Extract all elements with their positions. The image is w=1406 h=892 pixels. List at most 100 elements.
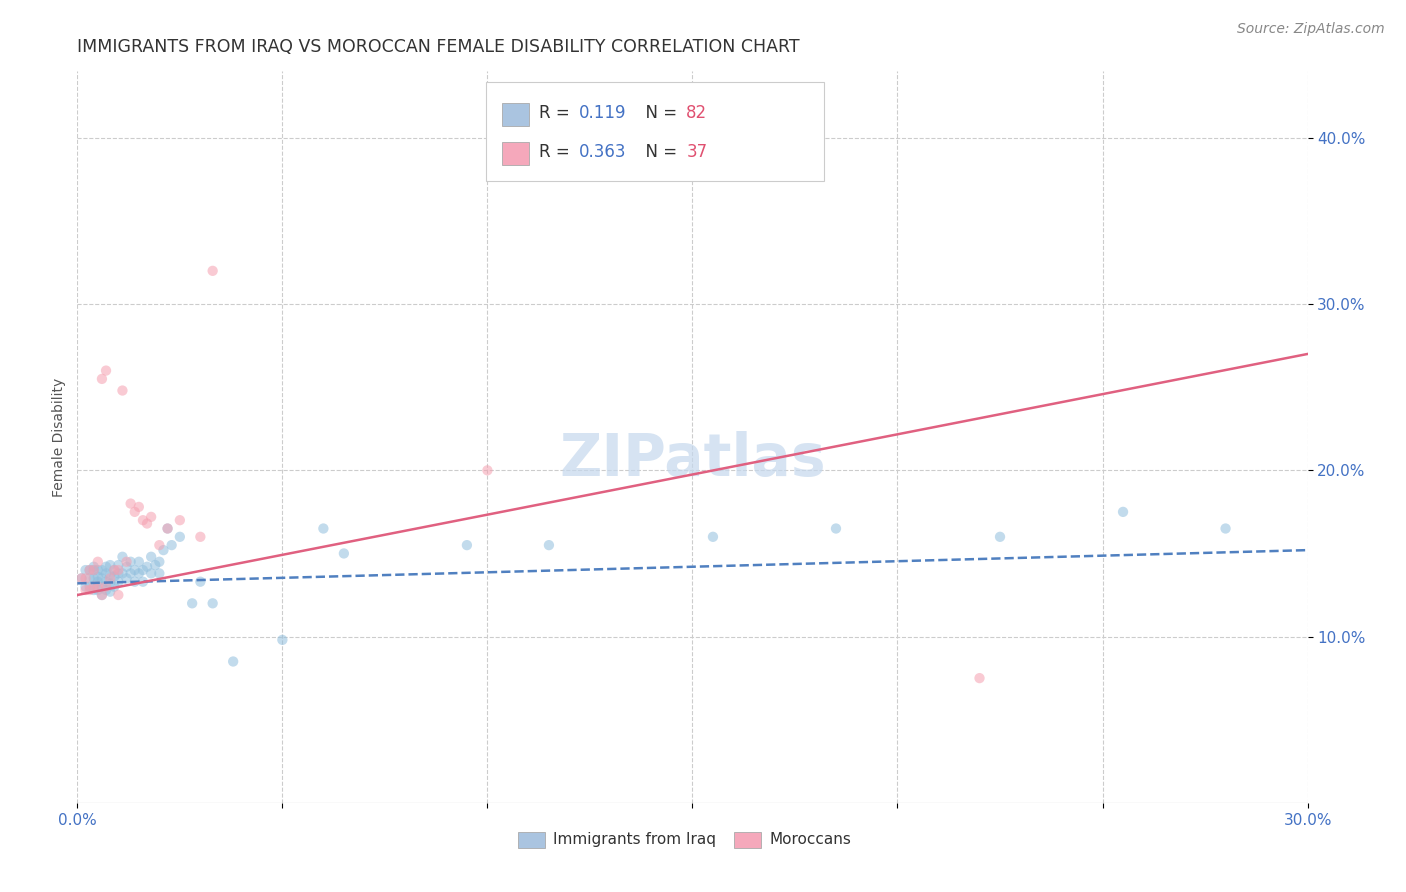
Point — [115, 571, 138, 585]
Point — [169, 513, 191, 527]
Point — [103, 570, 125, 584]
Point — [83, 563, 105, 577]
Point — [156, 521, 179, 535]
Point — [148, 538, 170, 552]
Point — [98, 558, 121, 573]
Point — [111, 566, 134, 581]
FancyBboxPatch shape — [502, 103, 529, 127]
FancyBboxPatch shape — [502, 142, 529, 165]
Text: 82: 82 — [686, 104, 707, 122]
Point — [111, 549, 134, 564]
Point — [98, 584, 121, 599]
Point — [124, 574, 146, 589]
Point — [201, 596, 224, 610]
Text: R =: R = — [538, 104, 575, 122]
Point — [148, 566, 170, 581]
Point — [141, 549, 163, 564]
Point — [222, 655, 245, 669]
Point — [94, 574, 117, 589]
Point — [70, 571, 93, 585]
Point — [143, 558, 166, 573]
Point — [94, 580, 117, 594]
Point — [98, 571, 121, 585]
Point — [79, 563, 101, 577]
Point — [90, 571, 114, 585]
Point — [148, 555, 170, 569]
Point — [124, 563, 146, 577]
Point — [90, 588, 114, 602]
Point — [107, 563, 129, 577]
Text: 0.363: 0.363 — [579, 143, 627, 161]
Point — [103, 563, 125, 577]
Point — [201, 264, 224, 278]
Point — [132, 574, 155, 589]
Point — [456, 538, 478, 552]
Point — [169, 530, 191, 544]
Point — [103, 563, 125, 577]
Point — [188, 530, 212, 544]
Point — [188, 574, 212, 589]
Point — [132, 563, 155, 577]
Point — [98, 576, 121, 591]
Point — [537, 538, 560, 552]
Point — [83, 571, 105, 585]
Point — [128, 566, 150, 581]
Point — [128, 500, 150, 514]
Point — [107, 588, 129, 602]
Text: ZIPatlas: ZIPatlas — [560, 431, 825, 488]
Point — [79, 571, 101, 585]
Point — [83, 563, 105, 577]
Text: N =: N = — [634, 104, 682, 122]
Point — [107, 558, 129, 573]
Point — [115, 555, 138, 569]
Point — [83, 582, 105, 597]
Point — [83, 559, 105, 574]
Text: 37: 37 — [686, 143, 707, 161]
Text: Moroccans: Moroccans — [770, 832, 852, 847]
Point — [1112, 505, 1135, 519]
Point — [107, 566, 129, 581]
Point — [141, 566, 163, 581]
FancyBboxPatch shape — [486, 82, 824, 181]
Point — [103, 580, 125, 594]
Point — [98, 568, 121, 582]
Text: Immigrants from Iraq: Immigrants from Iraq — [554, 832, 717, 847]
Point — [825, 521, 848, 535]
Point — [1215, 521, 1237, 535]
Point — [111, 384, 134, 398]
Point — [124, 505, 146, 519]
Point — [271, 632, 294, 647]
Point — [152, 543, 174, 558]
Point — [333, 546, 356, 560]
Y-axis label: Female Disability: Female Disability — [52, 377, 66, 497]
Point — [128, 555, 150, 569]
Point — [988, 530, 1011, 544]
Text: Source: ZipAtlas.com: Source: ZipAtlas.com — [1237, 22, 1385, 37]
Point — [312, 521, 335, 535]
Point — [87, 574, 110, 589]
Text: IMMIGRANTS FROM IRAQ VS MOROCCAN FEMALE DISABILITY CORRELATION CHART: IMMIGRANTS FROM IRAQ VS MOROCCAN FEMALE … — [77, 38, 800, 56]
Point — [477, 463, 499, 477]
Point — [75, 580, 97, 594]
Point — [79, 582, 101, 597]
Point — [90, 580, 114, 594]
Point — [94, 363, 117, 377]
Point — [120, 497, 142, 511]
Point — [87, 555, 110, 569]
Point — [181, 596, 204, 610]
Point — [87, 563, 110, 577]
Point — [70, 571, 93, 585]
Point — [120, 555, 142, 569]
Point — [79, 563, 101, 577]
Point — [136, 516, 159, 531]
Point — [94, 582, 117, 597]
Text: N =: N = — [634, 143, 682, 161]
Point — [75, 563, 97, 577]
Point — [75, 582, 97, 597]
Text: 0.119: 0.119 — [579, 104, 627, 122]
Point — [90, 372, 114, 386]
Point — [702, 530, 724, 544]
Point — [156, 521, 179, 535]
FancyBboxPatch shape — [517, 832, 546, 848]
Point — [90, 563, 114, 577]
